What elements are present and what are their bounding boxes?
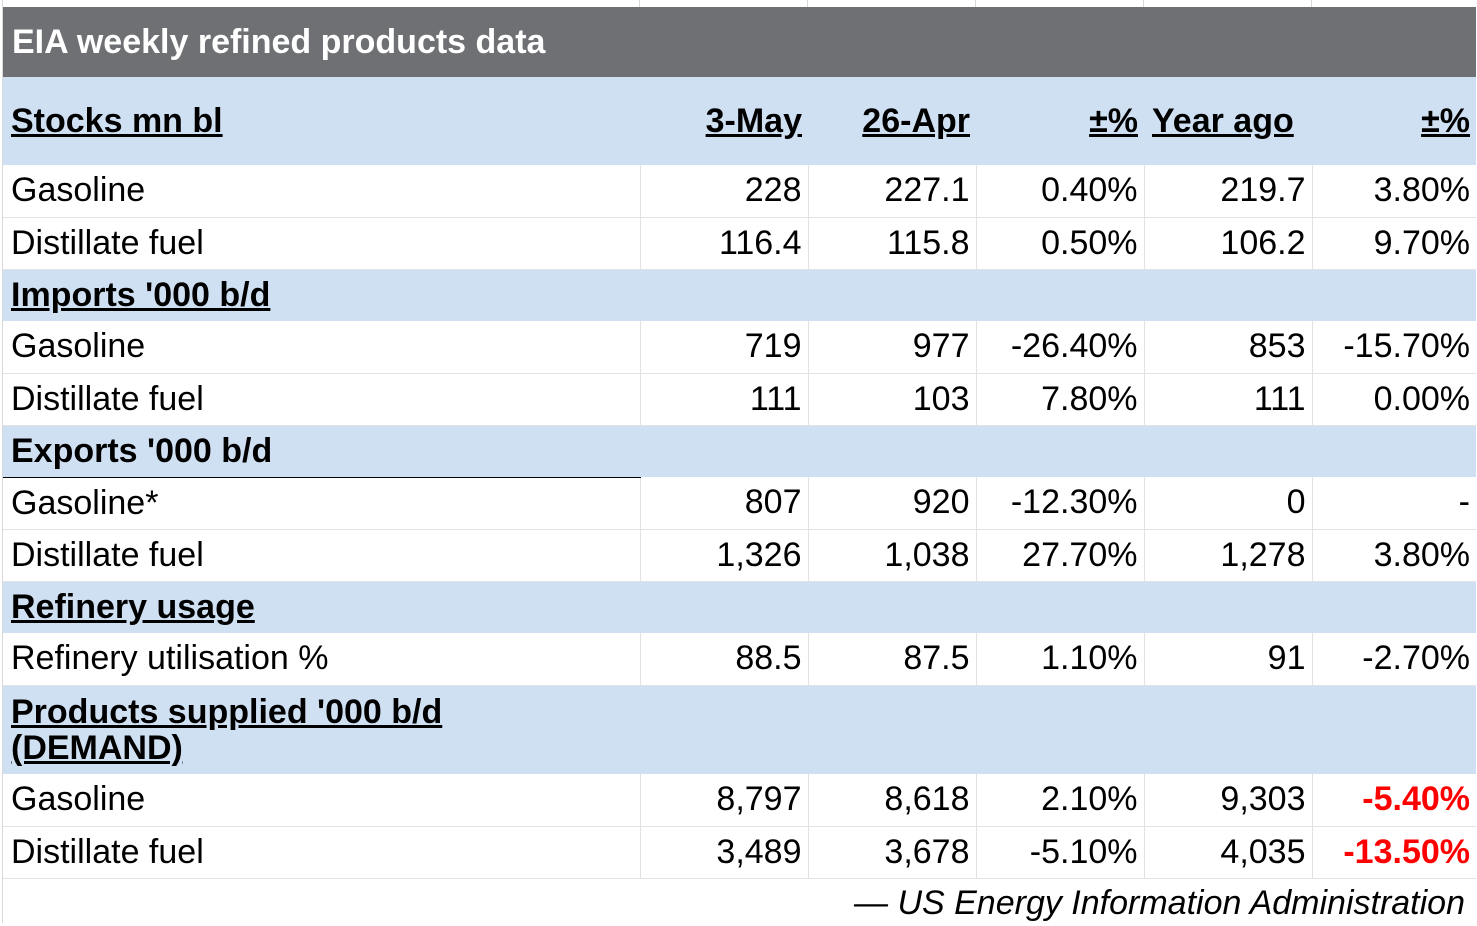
cell-value: 8,618 <box>807 774 976 827</box>
row-label: Distillate fuel <box>3 373 640 426</box>
cell-value: 3,489 <box>639 826 808 879</box>
cell-value: -2.70% <box>1311 633 1476 686</box>
table-row: Distillate fuel 3,489 3,678 -5.10% 4,035… <box>3 826 1476 879</box>
cell-value: 7.80% <box>975 373 1144 426</box>
cell-value: 3.80% <box>1311 165 1476 218</box>
cell-value: 227.1 <box>807 165 976 218</box>
row-label: Gasoline <box>3 165 640 218</box>
cell-value: 1,326 <box>639 529 808 582</box>
table-row: Refinery utilisation % 88.5 87.5 1.10% 9… <box>3 633 1476 686</box>
cell-value: -15.70% <box>1311 321 1476 374</box>
cell-value: 91 <box>1143 633 1312 686</box>
cell-value: 4,035 <box>1143 826 1312 879</box>
header-col-pct-change-week: ±% <box>976 77 1144 165</box>
section-title-line-1: Products supplied '000 b/d <box>11 692 443 731</box>
cell-value: 3.80% <box>1311 529 1476 582</box>
header-row: Stocks mn bl 3-May 26-Apr ±% Year ago ±% <box>3 77 1476 165</box>
cell-value: -12.30% <box>975 477 1144 530</box>
cell-value: 1,038 <box>807 529 976 582</box>
section-header-refinery: Refinery usage <box>3 581 1476 633</box>
cell-value: - <box>1311 477 1476 530</box>
refined-products-table: Stocks mn bl 3-May 26-Apr ±% Year ago ±%… <box>3 77 1476 879</box>
section-title: Refinery usage <box>11 587 255 626</box>
cell-value: 116.4 <box>639 217 808 270</box>
cell-value: 27.70% <box>975 529 1144 582</box>
table-row: Distillate fuel 111 103 7.80% 111 0.00% <box>3 373 1476 426</box>
row-label: Distillate fuel <box>3 217 640 270</box>
cell-value: 9.70% <box>1311 217 1476 270</box>
cell-value: 111 <box>1143 373 1312 426</box>
cell-value: 0.50% <box>975 217 1144 270</box>
source-credit: — US Energy Information Administration <box>854 884 1465 922</box>
table-row: Gasoline* 807 920 -12.30% 0 - <box>3 477 1476 530</box>
section-header-exports: Exports '000 b/d <box>3 425 1476 478</box>
table-row: Distillate fuel 1,326 1,038 27.70% 1,278… <box>3 529 1476 582</box>
row-label: Distillate fuel <box>3 826 640 879</box>
row-label: Gasoline <box>3 321 640 374</box>
table-title: EIA weekly refined products data <box>3 7 1476 77</box>
cell-value: -5.10% <box>975 826 1144 879</box>
header-col-pct-change-year: ±% <box>1312 77 1476 165</box>
cell-value: 106.2 <box>1143 217 1312 270</box>
cell-value: 977 <box>807 321 976 374</box>
header-stocks-label: Stocks mn bl <box>3 77 640 165</box>
cell-value: 88.5 <box>639 633 808 686</box>
cell-value: 103 <box>807 373 976 426</box>
section-header-imports: Imports '000 b/d <box>3 269 1476 321</box>
cell-value: 2.10% <box>975 774 1144 827</box>
cell-value: 111 <box>639 373 808 426</box>
cell-value: 0.40% <box>975 165 1144 218</box>
header-col-3-may: 3-May <box>640 77 808 165</box>
cell-value: 228 <box>639 165 808 218</box>
cell-value: 0 <box>1143 477 1312 530</box>
cell-value-highlight: -13.50% <box>1311 826 1476 879</box>
cell-value: 920 <box>807 477 976 530</box>
cell-value: 219.7 <box>1143 165 1312 218</box>
cell-value: 0.00% <box>1311 373 1476 426</box>
cell-value: 719 <box>639 321 808 374</box>
cell-value: 1,278 <box>1143 529 1312 582</box>
cell-value: -26.40% <box>975 321 1144 374</box>
section-title-line-2: (DEMAND) <box>11 728 183 767</box>
cell-value: 8,797 <box>639 774 808 827</box>
row-label: Distillate fuel <box>3 529 640 582</box>
cell-value-highlight: -5.40% <box>1311 774 1476 827</box>
table-row: Gasoline 228 227.1 0.40% 219.7 3.80% <box>3 165 1476 218</box>
header-col-year-ago: Year ago <box>1144 77 1312 165</box>
cell-value: 807 <box>639 477 808 530</box>
cell-value: 87.5 <box>807 633 976 686</box>
cell-value: 1.10% <box>975 633 1144 686</box>
table-row: Gasoline 8,797 8,618 2.10% 9,303 -5.40% <box>3 774 1476 827</box>
table-row: Gasoline 719 977 -26.40% 853 -15.70% <box>3 321 1476 374</box>
row-label: Gasoline* <box>3 477 640 530</box>
cell-value: 853 <box>1143 321 1312 374</box>
cell-value: 3,678 <box>807 826 976 879</box>
cell-value: 115.8 <box>807 217 976 270</box>
section-title: Imports '000 b/d <box>11 275 271 314</box>
row-label: Refinery utilisation % <box>3 633 640 686</box>
row-label: Gasoline <box>3 774 640 827</box>
cell-value: 9,303 <box>1143 774 1312 827</box>
section-title: Exports '000 b/d <box>3 425 640 478</box>
header-col-26-apr: 26-Apr <box>808 77 976 165</box>
section-header-demand: Products supplied '000 b/d (DEMAND) <box>3 685 1476 774</box>
table-row: Distillate fuel 116.4 115.8 0.50% 106.2 … <box>3 217 1476 270</box>
top-grid-lines <box>3 0 1476 7</box>
